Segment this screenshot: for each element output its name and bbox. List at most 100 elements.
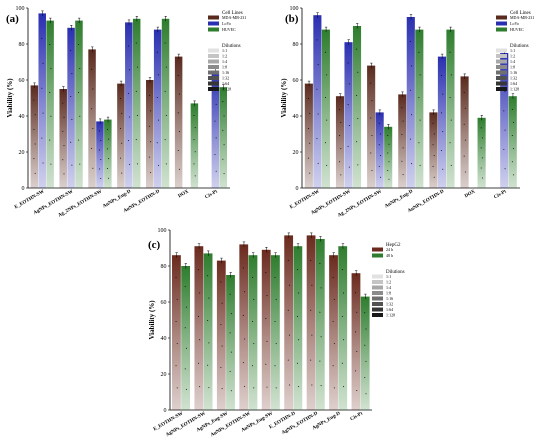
dilution-swatch (372, 291, 383, 295)
replicate-dot (34, 114, 36, 116)
dilution-label: 1:1 (222, 48, 227, 53)
replicate-dot (207, 364, 209, 366)
replicate-dot (207, 320, 209, 322)
y-tick-label: 80 (161, 264, 167, 270)
replicate-dot (223, 115, 225, 117)
bar (384, 126, 393, 188)
bar (216, 260, 226, 410)
dilution-swatch (372, 274, 383, 279)
bar (174, 56, 183, 188)
replicate-dot (401, 107, 403, 109)
x-tick-label: DOX (464, 189, 476, 199)
replicate-dot (148, 125, 150, 127)
y-tick-label: 20 (19, 150, 25, 156)
dilution-label: 1:4 (386, 285, 391, 290)
replicate-dot (175, 321, 177, 323)
replicate-dot (41, 137, 43, 139)
replicate-dot (503, 148, 505, 150)
replicate-dot (120, 127, 122, 129)
replicate-dot (165, 66, 167, 68)
dilution-label: 1:2 (510, 54, 515, 59)
replicate-dot (319, 262, 321, 264)
dilution-label: 1:8 (222, 65, 227, 70)
y-tick-label: 20 (161, 372, 167, 378)
replicate-dot (274, 321, 276, 323)
replicate-dot (135, 90, 137, 92)
replicate-dot (177, 112, 179, 114)
replicate-dot (194, 127, 196, 129)
replicate-dot (185, 347, 187, 349)
replicate-dot (364, 344, 366, 346)
legend-swatch (208, 21, 219, 26)
replicate-dot (274, 276, 276, 278)
dilution-swatch (208, 48, 219, 53)
replicate-dot (418, 142, 420, 144)
legend-label: MDA-MB-231 (510, 15, 534, 20)
y-tick-label: 40 (19, 114, 25, 120)
replicate-dot (316, 39, 318, 41)
dilution-swatch (208, 54, 219, 58)
replicate-dot (120, 157, 122, 159)
replicate-dot (333, 298, 335, 300)
bar (500, 53, 509, 188)
dilution-swatch (496, 65, 507, 69)
dilution-label: 1:32 (222, 76, 229, 81)
replicate-dot (378, 144, 380, 146)
replicate-dot (184, 327, 186, 329)
y-tick-label: 60 (293, 78, 299, 84)
replicate-dot (316, 138, 318, 140)
replicate-dot (275, 387, 277, 389)
replicate-dot (307, 157, 309, 159)
replicate-dot (341, 315, 343, 317)
replicate-dot (401, 134, 403, 136)
bar (406, 17, 415, 188)
replicate-dot (371, 135, 373, 137)
replicate-dot (463, 91, 465, 93)
legend-swatch (208, 15, 219, 20)
replicate-dot (287, 359, 289, 361)
bar (351, 273, 361, 410)
y-axis-title: Viability (%) (148, 300, 156, 340)
bar (293, 246, 303, 410)
replicate-dot (409, 40, 411, 42)
dilution-label: 1:8 (510, 65, 515, 70)
legend-swatch (496, 27, 507, 32)
replicate-dot (450, 119, 452, 121)
replicate-dot (164, 90, 166, 92)
replicate-dot (355, 331, 357, 333)
replicate-dot (244, 291, 246, 293)
replicate-dot (265, 363, 267, 365)
replicate-dot (513, 148, 515, 150)
replicate-dot (441, 112, 443, 114)
replicate-dot (287, 309, 289, 311)
y-tick-label: 0 (164, 408, 167, 414)
replicate-dot (220, 324, 222, 326)
bar (508, 96, 517, 188)
dilution-label: 1:4 (510, 59, 515, 64)
dilution-label: 1:32 (386, 302, 393, 307)
legend-swatch (496, 21, 507, 26)
bar (239, 244, 249, 410)
replicate-dot (379, 155, 381, 157)
replicate-dot (242, 267, 244, 269)
replicate-dot (442, 131, 444, 133)
replicate-dot (464, 139, 466, 141)
replicate-dot (332, 321, 334, 323)
replicate-dot (63, 173, 65, 175)
replicate-dot (230, 313, 232, 315)
replicate-dot (197, 362, 199, 364)
dilution-swatch (208, 70, 219, 75)
replicate-dot (34, 172, 36, 174)
replicate-dot (49, 139, 51, 141)
replicate-dot (275, 298, 277, 300)
dilution-label: 1:128 (386, 313, 395, 318)
replicate-dot (230, 351, 232, 353)
replicate-dot (208, 387, 210, 389)
replicate-dot (252, 321, 254, 323)
replicate-dot (464, 107, 466, 109)
replicate-dot (33, 99, 35, 101)
dilution-label: 1:64 (386, 307, 393, 312)
replicate-dot (42, 62, 44, 64)
bar (338, 246, 348, 410)
replicate-dot (136, 163, 138, 165)
